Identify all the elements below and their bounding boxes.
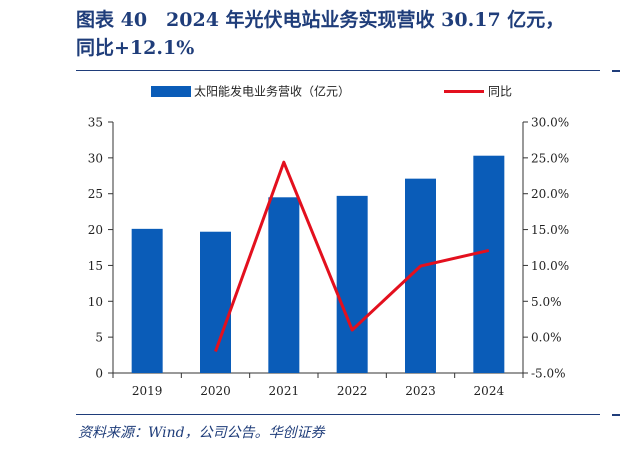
y-right-tick-label: 20.0% xyxy=(531,187,569,201)
chart-title: 图表 40 2024 年光伏电站业务实现营收 30.17 亿元， 同比+12.1… xyxy=(76,6,596,62)
revenue-bar xyxy=(268,197,300,373)
y-right-tick-label: 25.0% xyxy=(531,151,569,165)
y-right-tick-label: 5.0% xyxy=(531,295,562,309)
edge-mark-bottom xyxy=(612,414,620,416)
title-line-1: 图表 40 2024 年光伏电站业务实现营收 30.17 亿元， xyxy=(76,9,565,31)
y-right-tick-label: 0.0% xyxy=(531,331,562,345)
x-tick-label: 2024 xyxy=(474,384,505,398)
y-left-tick-label: 15 xyxy=(88,259,103,273)
revenue-bar xyxy=(336,195,368,373)
bar-series xyxy=(131,155,505,373)
legend-bar-swatch xyxy=(151,86,191,97)
y-right-tick-label: 15.0% xyxy=(531,223,569,237)
revenue-bar xyxy=(473,155,505,373)
x-tick-label: 2023 xyxy=(405,384,436,398)
x-tick-label: 2019 xyxy=(132,384,163,398)
yoy-growth-line xyxy=(214,160,490,353)
source-note: 资料来源：Wind，公司公告。华创证券 xyxy=(78,425,325,441)
edge-mark-top xyxy=(612,70,620,72)
y-left-tick-label: 10 xyxy=(88,295,103,309)
y-right-tick-label: 10.0% xyxy=(531,259,569,273)
legend-bar-label: 太阳能发电业务营收（亿元） xyxy=(194,84,350,99)
source-divider xyxy=(76,414,600,415)
revenue-bar xyxy=(200,231,231,373)
legend: 太阳能发电业务营收（亿元） 同比 xyxy=(151,84,512,99)
y-left-tick-label: 0 xyxy=(95,367,103,381)
revenue-bar xyxy=(131,228,163,373)
y-left-tick-label: 25 xyxy=(88,187,103,201)
title-line-2: 同比+12.1% xyxy=(76,37,195,59)
axes: 0 5 10 15 20 25 30 35 -5.0% 0.0% 5.0% 10.0% 15.0% 20.… xyxy=(88,116,569,399)
y-left-tick-label: 5 xyxy=(95,331,103,345)
line-series xyxy=(214,160,490,353)
y-left-tick-label: 35 xyxy=(88,116,103,130)
title-divider xyxy=(76,70,600,71)
y-left-tick-label: 30 xyxy=(88,151,103,165)
x-tick-label: 2022 xyxy=(337,384,368,398)
y-right-tick-label: 30.0% xyxy=(531,116,569,130)
legend-line-label: 同比 xyxy=(488,85,512,99)
x-tick-label: 2021 xyxy=(269,384,300,398)
y-right-tick-label: -5.0% xyxy=(531,367,566,381)
x-tick-label: 2020 xyxy=(200,384,231,398)
y-left-tick-label: 20 xyxy=(88,223,103,237)
